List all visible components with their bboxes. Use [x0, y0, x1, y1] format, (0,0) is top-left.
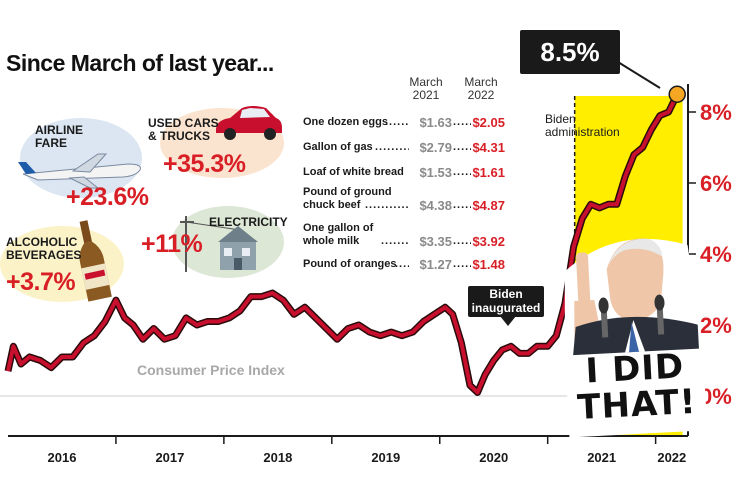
item-name: Gallon of gas	[303, 141, 373, 153]
price-2022: $1.48	[472, 257, 505, 272]
peak-dot	[668, 85, 686, 103]
sticker-line-2: THAT!	[576, 381, 698, 428]
used-cars-pct: +35.3%	[163, 150, 246, 178]
alcohol-pct: +3.7%	[6, 268, 76, 296]
x-tick-label: 2020	[479, 450, 508, 465]
price-2021: $1.53	[419, 165, 452, 180]
used-cars-label: USED CARS & TRUCKS	[148, 116, 219, 143]
airline-blob	[20, 118, 142, 198]
x-tick-label: 2016	[48, 450, 77, 465]
airline-pct: +23.6%	[66, 183, 149, 211]
price-2022: $4.31	[472, 140, 505, 155]
electricity-label: ELECTRICITY	[209, 215, 288, 229]
leader-dots: ............	[381, 235, 409, 247]
house-icon	[180, 216, 258, 272]
y-axis-ticks: 0%2%4%6%8%	[688, 100, 732, 409]
price-2021: $1.63	[419, 115, 452, 130]
leader-dots: ..................	[365, 199, 409, 211]
inaugurated-callout: Biden inaugurated	[468, 286, 544, 317]
y-tick-label: 6%	[700, 171, 732, 196]
price-2021: $4.38	[419, 198, 452, 213]
leader-dots: ......	[395, 258, 409, 270]
y-tick-label: 8%	[700, 100, 732, 125]
airplane-icon	[18, 153, 141, 189]
car-icon	[216, 106, 282, 140]
leader-dots: ..............	[375, 141, 409, 153]
item-name: Pound of ground chuck beef	[303, 186, 392, 211]
page-title: Since March of last year...	[6, 50, 274, 76]
i-did-that-sticker: I DID THAT!	[557, 224, 710, 439]
leader-dots: ........	[453, 116, 471, 128]
x-tick-label: 2022	[657, 450, 686, 465]
price-2021: $2.79	[419, 140, 452, 155]
y-tick-label: 4%	[700, 242, 732, 267]
x-tick-label: 2017	[155, 450, 184, 465]
price-2022: $1.61	[472, 165, 505, 180]
leader-dots: ........	[453, 235, 471, 247]
price-2022: $3.92	[472, 234, 505, 249]
x-tick-label: 2019	[371, 450, 400, 465]
col-2022-header: March 2022	[464, 75, 498, 102]
electricity-pct: +11%	[141, 230, 203, 258]
cpi-series	[4, 92, 681, 396]
airline-label: AIRLINE FARE	[35, 123, 83, 150]
x-tick-label: 2018	[263, 450, 292, 465]
item-name: Loaf of white bread	[303, 166, 404, 178]
price-2021: $1.27	[419, 257, 452, 272]
y-tick-label: 2%	[700, 313, 732, 338]
peak-callout: 8.5%	[520, 30, 620, 74]
beer-bottle-icon	[79, 220, 112, 302]
series-label: Consumer Price Index	[137, 362, 285, 378]
leader-dots: ........	[453, 258, 471, 270]
item-name: One gallon of whole milk	[303, 222, 374, 247]
leader-dots: ........	[453, 141, 471, 153]
alcohol-label: ALCOHOLIC BEVERAGES	[6, 235, 82, 262]
leader-dots: ........	[453, 199, 471, 211]
price-2022: $2.05	[472, 115, 505, 130]
biden-portrait-icon	[564, 238, 708, 438]
price-2021: $3.35	[419, 234, 452, 249]
item-name: Pound of oranges	[303, 258, 397, 270]
col-2021-header: March 2021	[409, 75, 443, 102]
x-axis-ticks: 2016 2017 2018 2019 2020 2021 2022	[48, 436, 686, 465]
cpi-line	[6, 93, 680, 395]
price-2022: $4.87	[472, 198, 505, 213]
leader-dots: ..........	[385, 116, 409, 128]
item-name: One dozen eggs	[303, 116, 388, 128]
biden-admin-label: Biden administration	[545, 112, 620, 139]
leader-dots: ........	[453, 166, 471, 178]
x-tick-label: 2021	[587, 450, 616, 465]
